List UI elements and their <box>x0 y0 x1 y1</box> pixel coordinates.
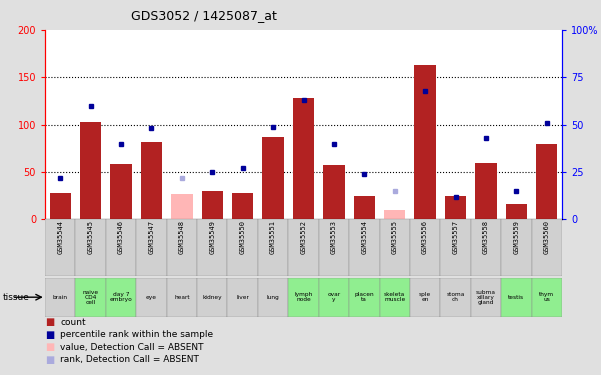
Bar <box>501 219 531 276</box>
Bar <box>353 196 375 219</box>
Bar <box>141 142 162 219</box>
Bar <box>319 278 349 317</box>
Bar <box>80 122 102 219</box>
Bar <box>441 219 471 276</box>
Text: GSM35551: GSM35551 <box>270 220 276 255</box>
Text: lung: lung <box>267 295 279 300</box>
Bar <box>288 219 319 276</box>
Bar <box>228 278 258 317</box>
Text: ovar
y: ovar y <box>328 292 341 302</box>
Bar <box>228 219 258 276</box>
Bar <box>136 278 166 317</box>
Bar <box>471 278 501 317</box>
Bar <box>441 278 471 317</box>
Text: testis: testis <box>508 295 525 300</box>
Text: GSM35544: GSM35544 <box>57 220 63 255</box>
Bar <box>288 278 319 317</box>
Text: GSM35553: GSM35553 <box>331 220 337 255</box>
Text: value, Detection Call = ABSENT: value, Detection Call = ABSENT <box>60 343 204 352</box>
Text: GSM35556: GSM35556 <box>422 220 428 255</box>
Bar <box>45 219 76 276</box>
Text: ■: ■ <box>45 355 54 364</box>
Bar <box>136 219 166 276</box>
Bar <box>379 278 410 317</box>
Text: subma
xillary
gland: subma xillary gland <box>476 290 496 304</box>
Text: brain: brain <box>53 295 68 300</box>
Bar <box>475 163 496 219</box>
Bar <box>197 278 228 317</box>
Bar <box>471 219 501 276</box>
Bar <box>263 137 284 219</box>
Text: sple
en: sple en <box>419 292 432 302</box>
Bar <box>106 219 136 276</box>
Text: naive
CD4
cell: naive CD4 cell <box>82 290 99 304</box>
Text: thym
us: thym us <box>539 292 554 302</box>
Text: GSM35560: GSM35560 <box>544 220 550 255</box>
Bar <box>45 278 76 317</box>
Text: tissue: tissue <box>3 292 30 302</box>
Bar <box>415 65 436 219</box>
Text: liver: liver <box>236 295 249 300</box>
Text: day 7
embryo: day 7 embryo <box>110 292 132 302</box>
Text: GSM35550: GSM35550 <box>240 220 246 255</box>
Bar <box>531 278 562 317</box>
Text: GDS3052 / 1425087_at: GDS3052 / 1425087_at <box>132 9 277 22</box>
Text: count: count <box>60 318 86 327</box>
Bar <box>445 196 466 219</box>
Text: GSM35557: GSM35557 <box>453 220 459 255</box>
Bar <box>319 219 349 276</box>
Bar <box>258 278 288 317</box>
Bar <box>349 219 379 276</box>
Bar <box>232 193 254 219</box>
Text: heart: heart <box>174 295 190 300</box>
Text: kidney: kidney <box>203 295 222 300</box>
Text: GSM35546: GSM35546 <box>118 220 124 255</box>
Text: ■: ■ <box>45 318 54 327</box>
Text: ■: ■ <box>45 342 54 352</box>
Bar <box>197 219 228 276</box>
Bar <box>501 278 531 317</box>
Text: rank, Detection Call = ABSENT: rank, Detection Call = ABSENT <box>60 355 199 364</box>
Bar <box>384 210 405 219</box>
Bar <box>106 278 136 317</box>
Bar <box>171 194 192 219</box>
Text: ■: ■ <box>45 330 54 340</box>
Bar <box>111 165 132 219</box>
Bar <box>166 278 197 317</box>
Bar <box>293 98 314 219</box>
Bar <box>166 219 197 276</box>
Bar <box>505 204 527 219</box>
Bar <box>202 191 223 219</box>
Bar <box>536 144 557 219</box>
Text: GSM35554: GSM35554 <box>361 220 367 255</box>
Text: percentile rank within the sample: percentile rank within the sample <box>60 330 213 339</box>
Text: lymph
node: lymph node <box>294 292 313 302</box>
Bar <box>410 278 441 317</box>
Bar <box>76 278 106 317</box>
Text: GSM35555: GSM35555 <box>392 220 398 255</box>
Bar <box>531 219 562 276</box>
Text: GSM35545: GSM35545 <box>88 220 94 255</box>
Bar <box>50 193 71 219</box>
Text: GSM35559: GSM35559 <box>513 220 519 255</box>
Text: stoma
ch: stoma ch <box>447 292 465 302</box>
Bar <box>410 219 441 276</box>
Bar <box>349 278 379 317</box>
Bar <box>258 219 288 276</box>
Text: GSM35552: GSM35552 <box>300 220 307 255</box>
Bar <box>76 219 106 276</box>
Text: GSM35548: GSM35548 <box>179 220 185 255</box>
Bar <box>379 219 410 276</box>
Text: GSM35558: GSM35558 <box>483 220 489 255</box>
Bar <box>323 165 344 219</box>
Text: eye: eye <box>146 295 157 300</box>
Text: GSM35547: GSM35547 <box>148 220 154 255</box>
Text: GSM35549: GSM35549 <box>209 220 215 255</box>
Text: placen
ta: placen ta <box>355 292 374 302</box>
Text: skeleta
muscle: skeleta muscle <box>384 292 405 302</box>
